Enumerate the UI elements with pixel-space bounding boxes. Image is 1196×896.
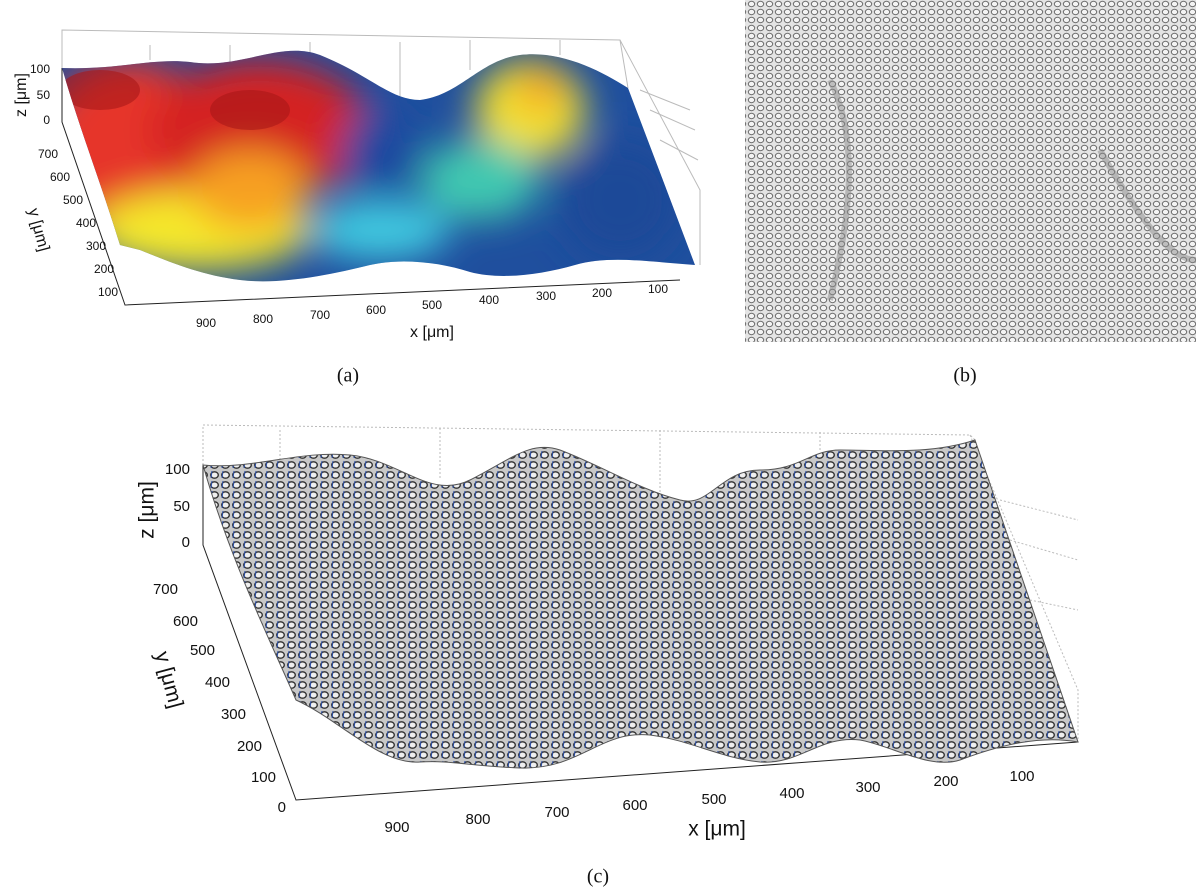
- y-tick-label: 200: [237, 738, 262, 755]
- z-tick-label: 100: [165, 461, 190, 478]
- y-tick-label: 0: [278, 799, 286, 816]
- y-tick-label: 100: [98, 285, 118, 299]
- y-tick-label: 400: [76, 216, 96, 230]
- surface-a: [62, 50, 695, 282]
- y-tick-label: 600: [173, 613, 198, 630]
- y-tick-label: 500: [190, 642, 215, 659]
- x-tick-label: 400: [479, 293, 499, 307]
- y-tick-label: 500: [63, 193, 83, 207]
- x-tick-label: 600: [366, 303, 386, 317]
- x-tick-label: 700: [544, 804, 569, 821]
- z-axis-label: z [μm]: [136, 481, 159, 539]
- x-tick-label: 200: [592, 286, 612, 300]
- x-tick-label: 200: [933, 773, 958, 790]
- x-tick-label: 500: [422, 298, 442, 312]
- x-axis-label: x [μm]: [410, 324, 454, 341]
- y-tick-label: 100: [251, 769, 276, 786]
- x-tick-label: 100: [648, 282, 668, 296]
- y-tick-label: 700: [38, 147, 58, 161]
- y-tick-label: 400: [205, 674, 230, 691]
- x-tick-label: 400: [779, 785, 804, 802]
- micrograph: [745, 0, 1196, 342]
- x-tick-label: 700: [310, 308, 330, 322]
- x-tick-label: 100: [1009, 768, 1034, 785]
- x-axis-label: x [μm]: [688, 818, 746, 841]
- y-tick-label: 200: [94, 262, 114, 276]
- z-tick-label: 0: [182, 534, 190, 551]
- z-tick-label: 0: [43, 113, 50, 127]
- y-axis-label: y [μm]: [150, 649, 187, 711]
- x-tick-label: 500: [701, 791, 726, 808]
- x-tick-label: 800: [253, 312, 273, 326]
- caption: (c): [587, 866, 609, 888]
- x-tick-label: 600: [622, 797, 647, 814]
- caption: (a): [337, 365, 359, 387]
- y-tick-label: 300: [221, 706, 246, 723]
- x-tick-label: 300: [536, 289, 556, 303]
- x-tick-label: 900: [196, 316, 216, 330]
- panel-a-box: [61, 29, 701, 306]
- caption: (b): [953, 365, 976, 387]
- x-tick-label: 300: [855, 779, 880, 796]
- y-tick-label: 300: [86, 239, 106, 253]
- z-tick-label: 50: [37, 88, 51, 102]
- panel-c-box: [202, 424, 1079, 801]
- z-tick-label: 50: [173, 498, 190, 515]
- surface-c: [202, 439, 1079, 769]
- x-tick-label: 800: [465, 811, 490, 828]
- y-tick-label: 700: [153, 581, 178, 598]
- y-tick-label: 600: [50, 170, 70, 184]
- micrograph-fold: [827, 78, 1196, 301]
- x-tick-label: 900: [384, 819, 409, 836]
- z-tick-label: 100: [30, 62, 50, 76]
- z-axis-label: z [μm]: [13, 73, 30, 117]
- y-axis-label: y [μm]: [24, 207, 52, 254]
